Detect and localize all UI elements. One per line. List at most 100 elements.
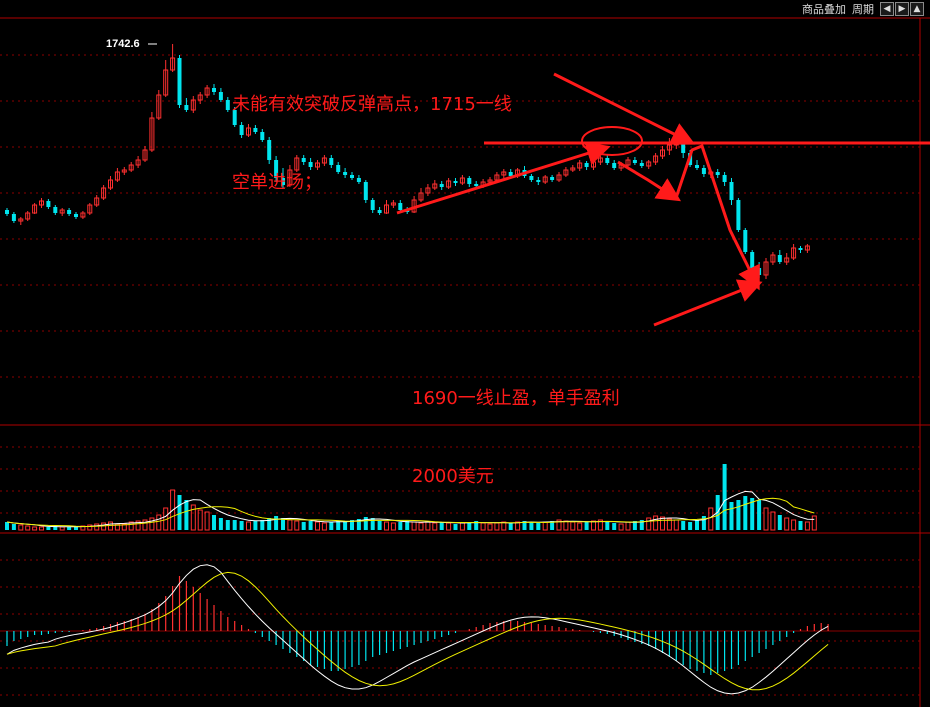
volume-bar: [556, 519, 562, 531]
volume-bar: [212, 515, 216, 530]
candle-body-down: [363, 182, 368, 200]
overlay-commodity-button[interactable]: 商品叠加: [802, 3, 846, 16]
candle-body-up: [170, 57, 176, 71]
candle-body-up: [315, 162, 320, 168]
candle-body-down: [232, 110, 237, 125]
candle-body-up: [135, 159, 141, 166]
candle-body-down: [715, 172, 720, 175]
volume-bar: [281, 518, 285, 530]
volume-bar: [294, 520, 300, 531]
candle-body-up: [32, 204, 38, 214]
volume-bar: [398, 522, 403, 530]
candle-body-down: [267, 140, 272, 160]
volume-bar: [170, 489, 176, 531]
volume-bar: [329, 522, 334, 530]
candle-body-down: [343, 172, 348, 175]
candle-body-up: [204, 87, 210, 96]
candle-body-down: [239, 125, 244, 135]
volume-bar: [135, 520, 141, 531]
period-button[interactable]: 周期: [852, 3, 874, 16]
top-annotation: 未能有效突破反弹高点，1715一线 空单进场；: [232, 40, 512, 222]
candle-body-up: [142, 149, 148, 161]
volume-bar: [653, 515, 659, 531]
volume-bar: [18, 524, 24, 531]
candle-body-down: [218, 92, 223, 100]
candle-body-up: [542, 176, 548, 183]
volume-bar: [32, 526, 38, 531]
volume-bar: [770, 511, 776, 531]
candle-body-up: [770, 254, 776, 263]
volume-bar: [804, 521, 810, 531]
candle-body-up: [94, 197, 100, 206]
volume-bar: [184, 500, 189, 530]
candle-body-down: [46, 201, 51, 207]
volume-bar: [736, 500, 741, 530]
candle-body-up: [563, 169, 569, 176]
volume-bar: [149, 517, 155, 531]
volume-bar: [218, 518, 223, 530]
volume-bar: [439, 522, 444, 530]
candle-body-up: [163, 69, 169, 96]
candle-body-down: [632, 160, 637, 163]
candle-body-down: [605, 158, 610, 163]
volume-bar: [750, 498, 755, 530]
volume-bar: [591, 520, 596, 531]
candle-body-up: [660, 149, 665, 157]
volume-bar: [639, 520, 644, 530]
nav-buttons: ◀ ▶ ▲: [880, 2, 924, 16]
candle-body-up: [114, 171, 120, 181]
volume-bar: [253, 521, 258, 530]
arrow-left-icon[interactable]: ◀: [880, 2, 894, 16]
candle-body-down: [529, 176, 534, 180]
candle-body-down: [336, 165, 341, 172]
volume-bar: [363, 517, 368, 530]
volume-bar: [425, 521, 431, 531]
candle-body-down: [260, 132, 265, 140]
volume-bar: [666, 518, 672, 531]
candle-body-down: [212, 88, 216, 92]
candle-body-up: [487, 179, 493, 183]
volume-bar: [501, 521, 507, 531]
volume-bar: [757, 500, 762, 530]
candle-body-down: [453, 181, 458, 183]
candle-body-up: [128, 164, 134, 171]
candle-body-up: [494, 174, 500, 181]
volume-bar: [784, 517, 790, 531]
volume-bar: [722, 464, 727, 530]
volume-bar: [474, 521, 479, 530]
bottom-annotation-line2: 2000美元: [412, 466, 494, 487]
candle-body-up: [646, 161, 652, 167]
volume-bar: [605, 522, 610, 530]
candle-body-down: [439, 184, 444, 187]
candle-body-down: [639, 163, 644, 166]
volume-bar: [232, 520, 237, 530]
candle-body-down: [377, 210, 382, 213]
candle-body-up: [121, 169, 127, 173]
volume-bar: [487, 523, 493, 531]
volume-bar: [508, 523, 513, 530]
volume-bar: [729, 502, 734, 530]
volume-bar: [11, 524, 16, 530]
volume-bar: [791, 519, 797, 531]
candle-body-down: [184, 105, 189, 110]
candle-body-down: [356, 178, 361, 182]
candle-body-down: [743, 230, 748, 252]
volume-bar: [701, 516, 706, 530]
volume-bar: [260, 520, 265, 530]
candle-body-up: [294, 157, 300, 171]
candle-body-up: [390, 202, 396, 206]
volume-bar: [87, 524, 93, 531]
volume-bar: [618, 523, 624, 531]
volume-bar: [384, 521, 389, 531]
arrow-up-icon[interactable]: ▲: [910, 2, 924, 16]
volume-bar: [287, 519, 293, 531]
volume-bar: [743, 496, 748, 530]
arrow-right-icon[interactable]: ▶: [895, 2, 909, 16]
candle-body-up: [287, 169, 293, 186]
volume-bar: [681, 521, 686, 530]
volume-bar: [660, 516, 665, 531]
candle-body-up: [108, 179, 113, 189]
volume-bar: [5, 522, 9, 530]
candle-body-up: [246, 127, 251, 136]
volume-bar: [225, 520, 230, 530]
